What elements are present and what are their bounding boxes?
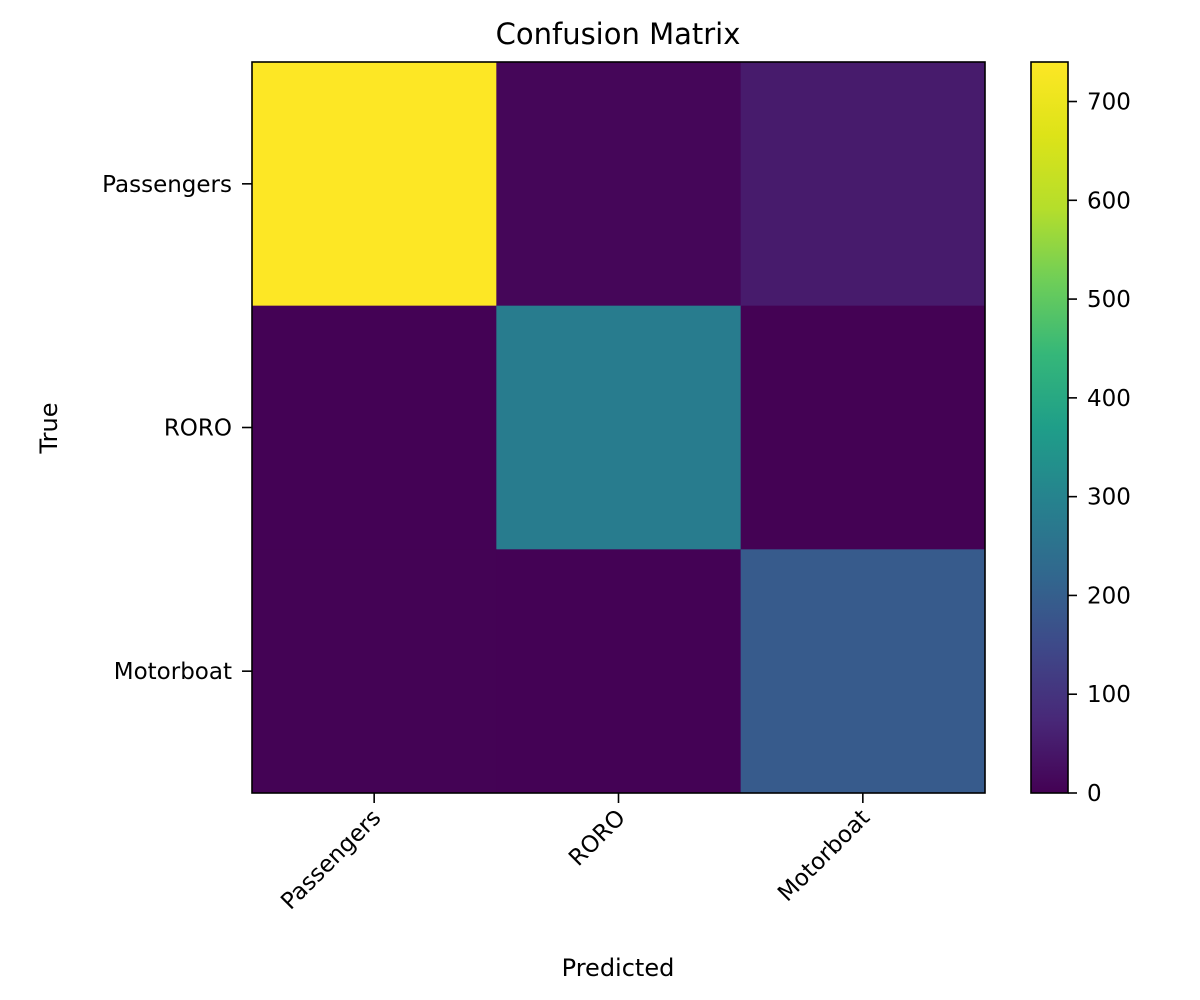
y-axis-label: True — [35, 403, 63, 455]
y-tick-label: Motorboat — [114, 659, 232, 685]
colorbar-tick-label: 0 — [1087, 781, 1102, 807]
colorbar-tick-label: 200 — [1087, 583, 1131, 609]
x-tick-label: Motorboat — [773, 805, 875, 907]
heatmap-cell — [496, 62, 742, 307]
y-axis-ticks: Passengers RORO Motorboat — [102, 172, 252, 685]
colorbar-tick-label: 100 — [1087, 682, 1131, 708]
colorbar: 0 100 200 300 400 500 600 700 — [1030, 61, 1131, 807]
heatmap-cell — [740, 305, 986, 550]
y-tick-label: RORO — [164, 416, 232, 442]
heatmap-cell — [252, 305, 497, 550]
heatmap-cells — [252, 62, 986, 794]
heatmap-cell — [252, 549, 497, 794]
x-tick-label: Passengers — [276, 805, 386, 915]
heatmap-cell — [496, 549, 742, 794]
colorbar-tick-label: 600 — [1087, 188, 1131, 214]
colorbar-tick-label: 500 — [1087, 287, 1131, 313]
colorbar-tick-label: 300 — [1087, 485, 1131, 511]
chart-title: Confusion Matrix — [496, 17, 741, 51]
heatmap-cell — [740, 549, 986, 794]
colorbar-ticks: 0 100 200 300 400 500 600 700 — [1068, 90, 1131, 807]
x-tick-label: RORO — [564, 805, 631, 872]
colorbar-gradient — [1030, 61, 1069, 794]
colorbar-tick-label: 700 — [1087, 90, 1131, 116]
heatmap-cell — [496, 305, 742, 550]
heatmap-cell — [740, 62, 986, 307]
colorbar-tick-label: 400 — [1087, 386, 1131, 412]
y-tick-label: Passengers — [102, 172, 232, 198]
x-axis-label: Predicted — [562, 954, 675, 982]
heatmap-cell — [252, 62, 497, 307]
x-axis-ticks: Passengers RORO Motorboat — [276, 793, 875, 915]
